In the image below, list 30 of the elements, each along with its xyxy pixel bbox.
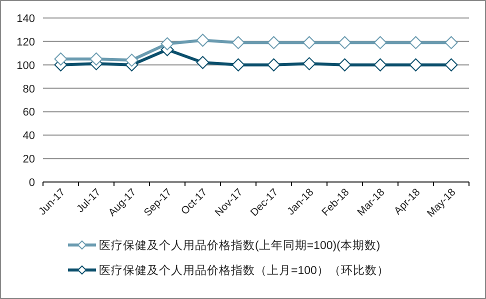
- y-tick-label: 80: [22, 83, 35, 96]
- y-tick-label: 140: [16, 13, 35, 25]
- legend-label: 医疗保健及个人用品价格指数(上年同期=100)(本期数): [99, 239, 380, 252]
- point: [232, 58, 245, 72]
- legend-label: 医疗保健及个人用品价格指数（上月=100）（环比数）: [99, 264, 389, 277]
- point: [196, 34, 210, 47]
- point: [409, 58, 422, 72]
- point: [90, 52, 103, 66]
- point: [444, 58, 458, 72]
- y-tick-label: 60: [22, 106, 35, 119]
- point: [267, 36, 280, 50]
- y-tick-label: 100: [16, 60, 35, 72]
- y-tick-label: 120: [16, 36, 35, 48]
- point: [302, 57, 316, 70]
- point: [374, 58, 387, 72]
- point: [196, 56, 210, 70]
- point: [267, 58, 280, 72]
- point: [160, 37, 174, 50]
- point: [444, 36, 458, 50]
- point: [338, 36, 352, 50]
- point: [338, 58, 352, 72]
- point: [409, 36, 422, 50]
- point: [232, 36, 245, 50]
- point: [125, 54, 138, 67]
- point: [54, 52, 68, 66]
- y-tick-label: 40: [22, 130, 35, 142]
- y-tick-label: 0: [28, 177, 35, 189]
- point: [374, 36, 387, 50]
- point: [302, 36, 316, 50]
- y-tick-label: 20: [22, 154, 35, 166]
